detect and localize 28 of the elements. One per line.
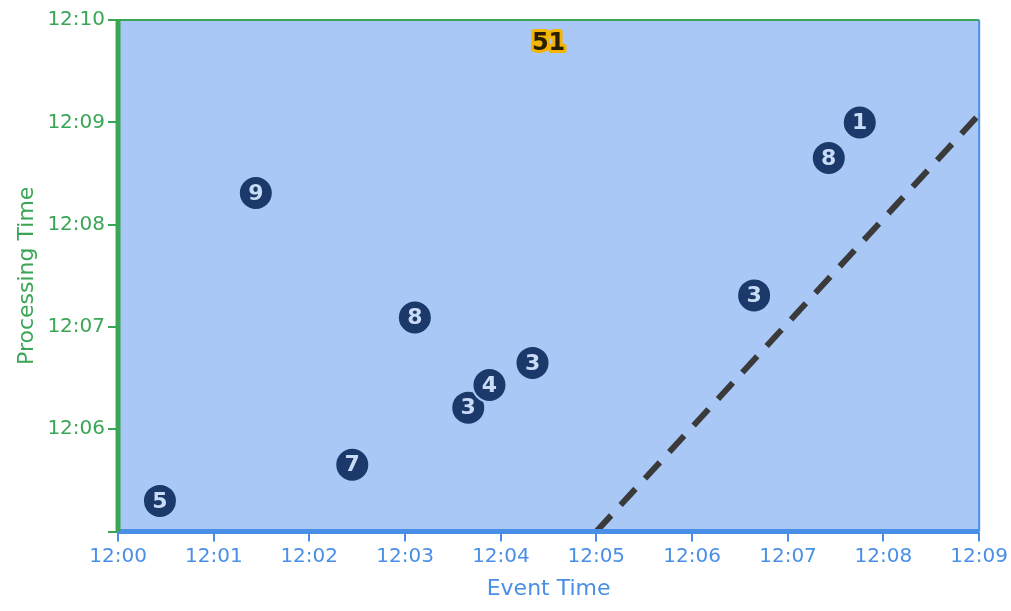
annotation: 3 xyxy=(524,349,541,375)
y-tick-label: 12:10 xyxy=(47,6,106,31)
annotation: 51 xyxy=(531,28,566,57)
x-tick-label: 12:04 xyxy=(472,542,530,567)
x-tick-label: 12:02 xyxy=(280,542,339,567)
x-tick-label: 12:09 xyxy=(950,542,1008,567)
annotation: 1 xyxy=(852,109,868,135)
x-tick-label: 12:06 xyxy=(663,542,721,567)
y-tick-label: 12:08 xyxy=(47,211,106,236)
annotation: 7 xyxy=(344,451,360,477)
annotation: 9 xyxy=(248,179,264,205)
x-tick-label: 12:05 xyxy=(567,542,626,567)
y-tick-label: 12:06 xyxy=(47,415,106,440)
annotation: 8 xyxy=(407,304,423,330)
annotation: 8 xyxy=(821,144,837,170)
y-tick-label: 12:09 xyxy=(47,108,106,133)
annotation: 4 xyxy=(481,371,498,397)
annotation: 5 xyxy=(152,487,168,513)
annotation: 3 xyxy=(460,394,476,420)
x-axis-title: Event Time xyxy=(486,574,611,600)
y-axis-title: Processing Time xyxy=(12,186,38,365)
x-tick-label: 12:01 xyxy=(185,542,243,567)
x-tick-label: 12:07 xyxy=(759,542,817,567)
annotation: 3 xyxy=(746,282,762,308)
y-tick-label: 12:07 xyxy=(47,312,106,337)
x-tick-label: 12:00 xyxy=(89,542,147,567)
x-tick-label: 12:08 xyxy=(854,542,913,567)
x-tick-label: 12:03 xyxy=(376,542,434,567)
